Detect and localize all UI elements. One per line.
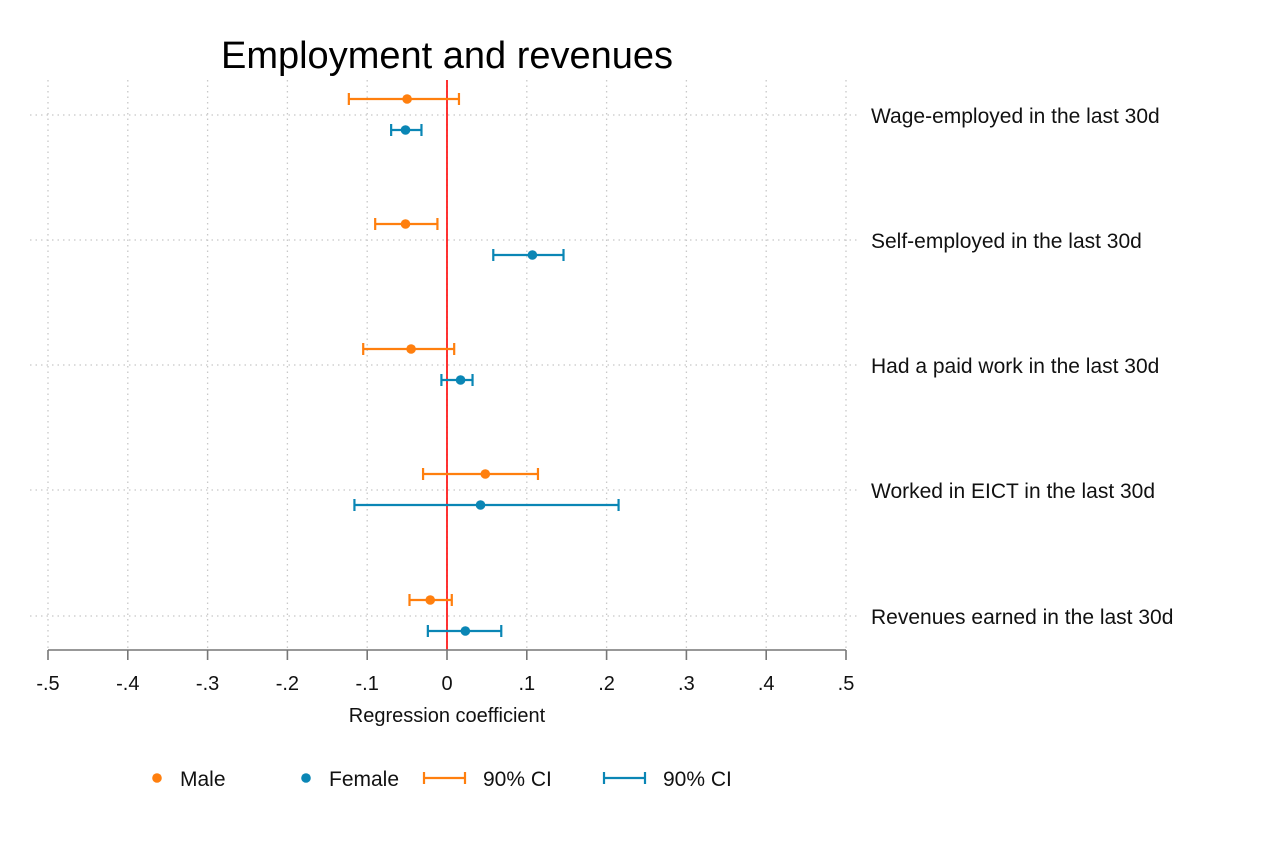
x-tick-label-4: -.1 bbox=[356, 673, 379, 695]
category-label-2: Had a paid work in the last 30d bbox=[871, 355, 1159, 378]
point-female-3 bbox=[475, 500, 486, 510]
x-tick-label-1: -.4 bbox=[116, 673, 139, 695]
legend-marker-female bbox=[301, 773, 311, 783]
point-male-2 bbox=[406, 344, 416, 354]
x-tick-label-9: .4 bbox=[758, 673, 775, 695]
legend-label-ci-female: 90% CI bbox=[663, 768, 732, 791]
x-tick-label-8: .3 bbox=[678, 673, 695, 695]
legend-label-ci-male: 90% CI bbox=[483, 768, 552, 791]
category-labels: Wage-employed in the last 30d Self-employ… bbox=[871, 105, 1173, 629]
category-label-3: Worked in EICT in the last 30d bbox=[871, 480, 1155, 503]
x-axis-title: Regression coefficient bbox=[349, 705, 546, 727]
point-female-1 bbox=[527, 250, 538, 260]
point-female-4 bbox=[460, 626, 471, 636]
x-tick-label-6: .1 bbox=[518, 673, 535, 695]
data-layer bbox=[347, 93, 620, 637]
legend: Male Female 90% CI 90% CI bbox=[152, 768, 732, 791]
point-male-4 bbox=[425, 595, 436, 605]
x-axis: -.5 -.4 -.3 -.2 -.1 0 .1 .2 .3 .4 .5 bbox=[36, 649, 855, 695]
x-tick-label-5: 0 bbox=[441, 673, 452, 695]
point-female-0 bbox=[400, 125, 411, 135]
x-tick-label-3: -.2 bbox=[276, 673, 299, 695]
category-label-4: Revenues earned in the last 30d bbox=[871, 606, 1173, 629]
point-male-0 bbox=[402, 94, 412, 104]
category-label-0: Wage-employed in the last 30d bbox=[871, 105, 1160, 128]
point-male-3 bbox=[480, 469, 491, 479]
x-tick-label-2: -.3 bbox=[196, 673, 219, 695]
category-label-1: Self-employed in the last 30d bbox=[871, 230, 1142, 253]
x-tick-label-10: .5 bbox=[838, 673, 855, 695]
x-tick-label-7: .2 bbox=[598, 673, 615, 695]
grid-layer bbox=[30, 80, 860, 650]
x-tick-label-0: -.5 bbox=[36, 673, 59, 695]
legend-label-female: Female bbox=[329, 768, 399, 791]
legend-marker-male bbox=[152, 773, 162, 783]
point-male-1 bbox=[400, 219, 411, 229]
chart-title: Employment and revenues bbox=[221, 35, 673, 77]
legend-label-male: Male bbox=[180, 768, 226, 791]
point-female-2 bbox=[455, 375, 466, 385]
